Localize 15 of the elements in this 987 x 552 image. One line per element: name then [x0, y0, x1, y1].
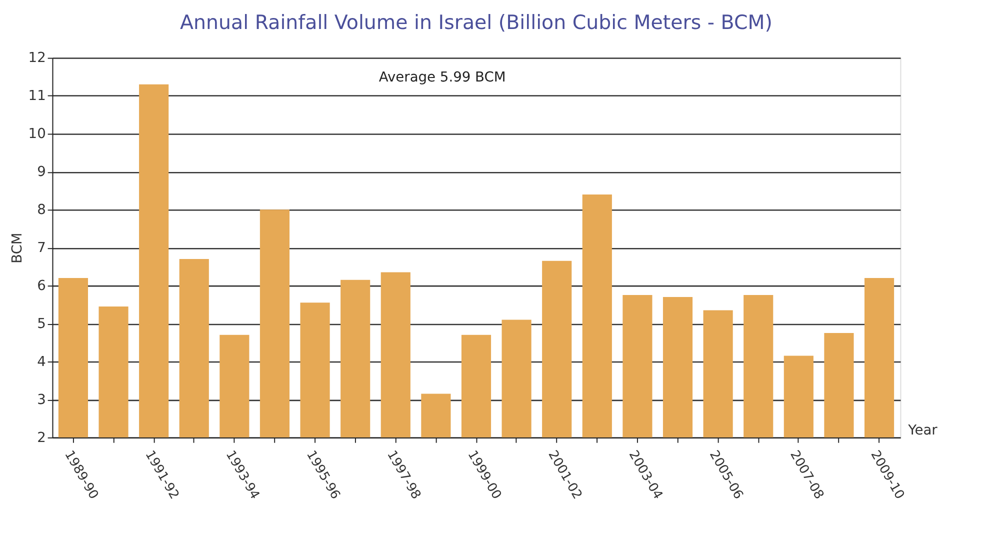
y-tick-label: 10	[28, 126, 46, 142]
chart-title: Annual Rainfall Volume in Israel (Billion Cubic Meters - BCM)	[180, 11, 772, 34]
y-axis-title: BCM	[9, 232, 26, 264]
y-tick-label: 12	[28, 50, 46, 66]
y-tick-label: 9	[37, 164, 46, 180]
x-axis-title: Year	[907, 422, 938, 438]
y-tick-label: 2	[37, 430, 46, 446]
y-tick-label: 6	[37, 278, 46, 294]
y-tick-label: 11	[28, 88, 46, 104]
y-tick-label: 3	[37, 392, 46, 408]
annotation: Average 5.99 BCM	[378, 69, 506, 86]
y-tick-label: 4	[37, 354, 46, 370]
y-tick-label: 7	[37, 240, 46, 256]
y-tick-label: 8	[37, 202, 46, 218]
y-tick-label: 5	[37, 316, 46, 332]
